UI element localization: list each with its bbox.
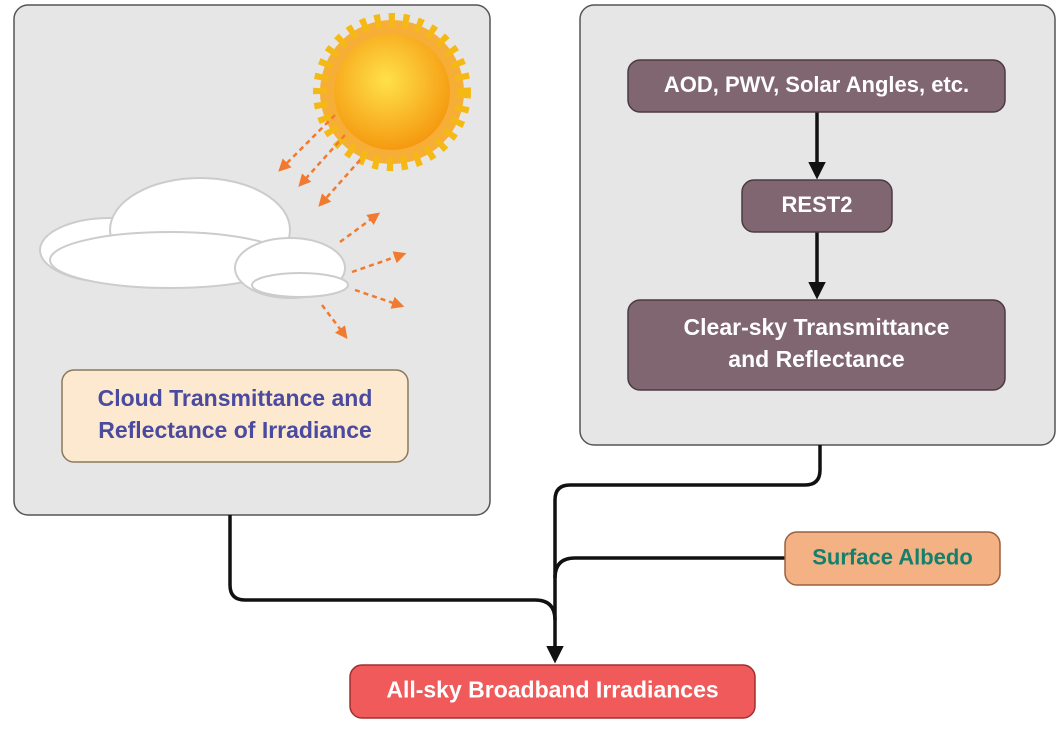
cloud-box-box: [61, 369, 409, 463]
box-label: and Reflectance: [728, 346, 904, 372]
sun: [313, 13, 471, 171]
box-label: REST2: [782, 192, 853, 217]
connectors: [228, 112, 826, 664]
model-box: [741, 179, 893, 233]
inputs-box: [627, 59, 1006, 113]
light-rays: [278, 114, 407, 339]
box-label: Clear-sky Transmittance: [684, 314, 950, 340]
output-box: [349, 664, 756, 719]
cloud: [39, 177, 349, 299]
albedo-box: [784, 531, 1001, 586]
box-label: Cloud Transmittance and: [98, 385, 373, 411]
box-label: Surface Albedo: [812, 544, 973, 569]
box-label: All-sky Broadband Irradiances: [386, 677, 718, 703]
box-label: Reflectance of Irradiance: [98, 417, 372, 443]
clear-sky-box: [627, 299, 1006, 391]
box-label: AOD, PWV, Solar Angles, etc.: [664, 72, 969, 97]
